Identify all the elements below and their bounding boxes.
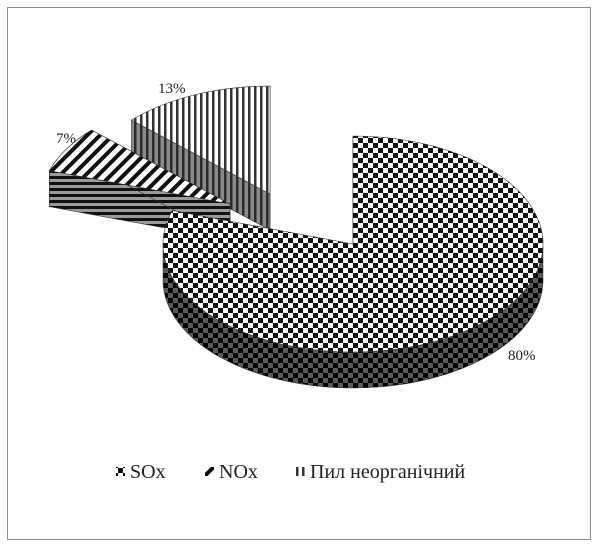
legend-item-dust: Пил неорганічний [296,461,466,483]
legend: SOx NOx Пил неорганічний [116,461,466,483]
legend-swatch-nox [205,467,214,476]
legend-label-dust: Пил неорганічний [310,461,466,483]
data-label-dust: 13% [158,81,186,97]
data-label-sox: 80% [508,348,536,364]
legend-label-sox: SOx [130,461,166,483]
pie-chart: 80% 7% 13% SOx NOx Пил неорганічний [48,81,544,483]
data-label-nox: 7% [56,131,76,147]
legend-label-nox: NOx [219,461,258,483]
slice-dust [130,85,271,231]
slice-top-nox [48,129,231,205]
legend-item-nox: NOx [205,461,258,483]
legend-swatch-dust [296,467,305,476]
legend-item-sox: SOx [116,461,166,483]
slice-top-dust [130,85,271,195]
slice-sox [162,135,544,389]
legend-swatch-sox [116,467,125,476]
chart-frame: 80% 7% 13% SOx NOx Пил неорганічний [7,7,591,540]
slice-top-sox [162,135,544,353]
